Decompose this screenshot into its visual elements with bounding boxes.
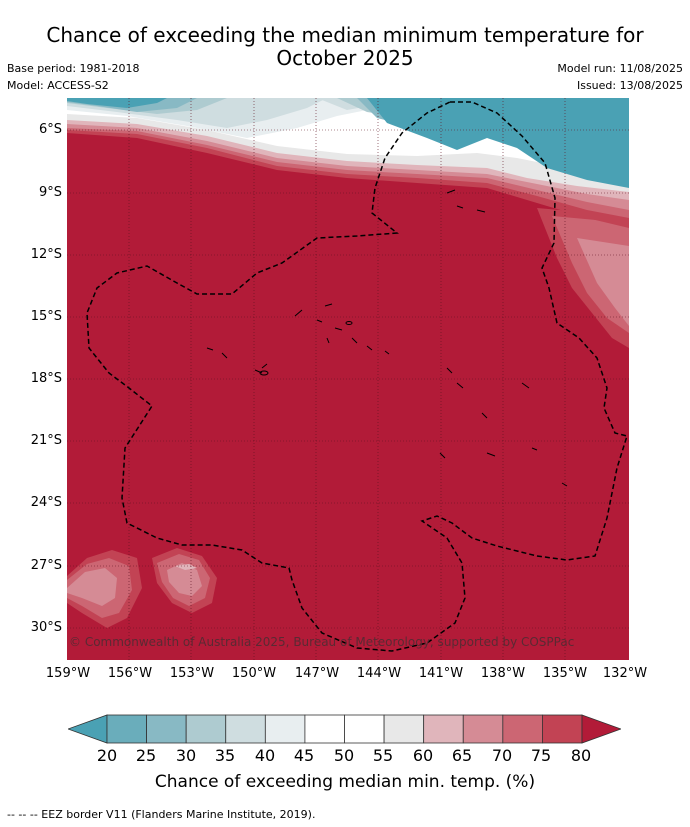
contour-65-sw2 xyxy=(167,563,202,596)
lon-label-138w: 138°W xyxy=(480,666,526,681)
model-name: Model: ACCESS-S2 xyxy=(7,79,109,92)
colorbar-segment xyxy=(423,714,464,744)
title-line-1: Chance of exceeding the median minimum t… xyxy=(46,23,644,47)
map-svg: © Commonwealth of Australia 2025, Bureau… xyxy=(67,98,629,660)
colorbar-label-40: 40 xyxy=(254,746,276,765)
colorbar-label-60: 60 xyxy=(412,746,434,765)
colorbar-segment xyxy=(185,714,227,744)
lat-label-15s: 15°S xyxy=(30,309,62,324)
colorbar-label-65: 65 xyxy=(451,746,473,765)
contour-20-nw xyxy=(67,98,167,108)
colorbar-title: Chance of exceeding median min. temp. (%… xyxy=(154,772,536,792)
lon-label-141w: 141°W xyxy=(418,666,464,681)
contour-65-sw1 xyxy=(67,568,117,606)
colorbar-segment xyxy=(344,714,385,744)
lat-label-21s: 21°S xyxy=(30,433,62,448)
chart-title: Chance of exceeding the median minimum t… xyxy=(0,24,690,70)
colorbar-label-70: 70 xyxy=(491,746,513,765)
lon-label-144w: 144°W xyxy=(356,666,402,681)
islands xyxy=(206,189,568,487)
lat-label-6s: 6°S xyxy=(38,122,62,137)
lat-label-18s: 18°S xyxy=(30,371,62,386)
lat-label-24s: 24°S xyxy=(30,495,62,510)
meta-right: Model run: 11/08/2025 Issued: 13/08/2025 xyxy=(557,60,683,94)
lon-label-147w: 147°W xyxy=(294,666,340,681)
colorbar-segment xyxy=(542,714,583,744)
lat-label-9s: 9°S xyxy=(38,185,62,200)
colorbar-segment xyxy=(462,714,504,744)
lat-label-27s: 27°S xyxy=(30,558,62,573)
colorbar-label-45: 45 xyxy=(293,746,315,765)
colorbar-label-80: 80 xyxy=(570,746,592,765)
colorbar-svg xyxy=(66,714,623,744)
colorbar-high-arrow xyxy=(581,714,623,744)
colorbar-low-arrow xyxy=(66,714,108,744)
colorbar-label-55: 55 xyxy=(372,746,394,765)
title-line-2: October 2025 xyxy=(276,46,414,70)
colorbar-segment xyxy=(502,714,543,744)
copyright-text: © Commonwealth of Australia 2025, Bureau… xyxy=(69,635,574,649)
colorbar-label-20: 20 xyxy=(96,746,118,765)
model-run: Model run: 11/08/2025 xyxy=(557,62,683,75)
contour-60-sw2 xyxy=(175,564,197,570)
base-period: Base period: 1981-2018 xyxy=(7,62,140,75)
lon-label-156w: 156°W xyxy=(107,666,153,681)
colorbar xyxy=(66,714,623,744)
colorbar-segment xyxy=(106,714,147,744)
colorbar-segment xyxy=(383,714,425,744)
contour-65-east xyxy=(577,238,629,326)
colorbar-label-50: 50 xyxy=(333,746,355,765)
eez-border xyxy=(86,101,628,652)
lon-label-153w: 153°W xyxy=(169,666,215,681)
colorbar-segment xyxy=(225,714,266,744)
meta-left: Base period: 1981-2018 Model: ACCESS-S2 xyxy=(7,60,139,94)
eez-legend: -- -- -- EEZ border V11 (Flanders Marine… xyxy=(7,808,316,821)
issued-date: Issued: 13/08/2025 xyxy=(576,79,683,92)
colorbar-label-35: 35 xyxy=(214,746,236,765)
lon-label-132w: 132°W xyxy=(602,666,648,681)
lon-label-135w: 135°W xyxy=(542,666,588,681)
map-panel[interactable]: © Commonwealth of Australia 2025, Bureau… xyxy=(67,98,629,660)
lon-label-159w: 159°W xyxy=(45,666,91,681)
contour-20-ne xyxy=(367,98,629,188)
colorbar-segment xyxy=(146,714,187,744)
colorbar-segments xyxy=(106,714,583,744)
colorbar-segment xyxy=(264,714,306,744)
graticule xyxy=(67,98,629,660)
colorbar-label-25: 25 xyxy=(135,746,157,765)
lat-label-30s: 30°S xyxy=(30,620,62,635)
colorbar-segment xyxy=(304,714,345,744)
lon-label-150w: 150°W xyxy=(231,666,277,681)
colorbar-label-30: 30 xyxy=(175,746,197,765)
lat-label-12s: 12°S xyxy=(30,247,62,262)
colorbar-label-75: 75 xyxy=(530,746,552,765)
